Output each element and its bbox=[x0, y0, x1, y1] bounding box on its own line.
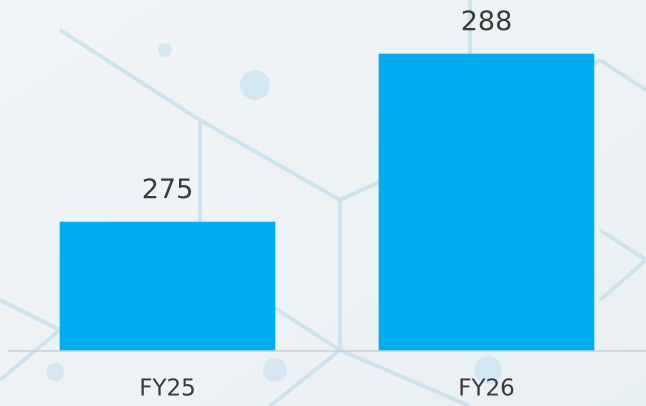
x-tick-label: FY25 bbox=[139, 376, 196, 402]
bar bbox=[59, 221, 276, 351]
bar bbox=[378, 53, 595, 351]
value-label: 288 bbox=[461, 6, 513, 37]
x-tick-label: FY26 bbox=[458, 376, 515, 402]
value-label: 275 bbox=[142, 174, 194, 205]
